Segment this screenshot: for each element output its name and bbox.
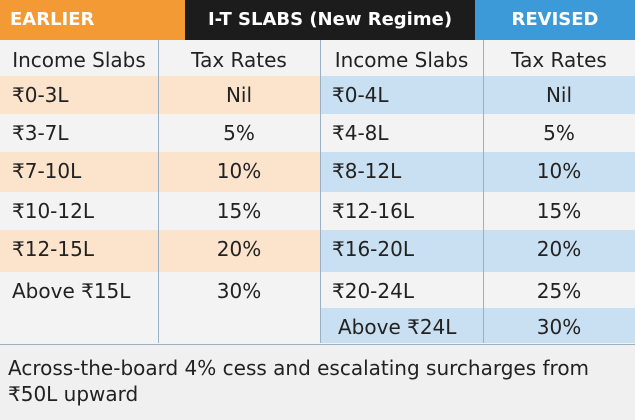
- revised-slab-cell: ₹4-8L: [332, 121, 389, 145]
- title-banner: EARLIER I-T SLABS (New Regime) REVISED: [0, 0, 635, 40]
- column-divider: [158, 40, 159, 343]
- column-divider: [320, 40, 321, 343]
- main-title: I-T SLABS (New Regime): [185, 0, 475, 40]
- revised-slab-cell: ₹12-16L: [332, 199, 414, 223]
- revised-slab-cell: ₹16-20L: [332, 237, 414, 261]
- earlier-rate-cell: Nil: [225, 83, 253, 107]
- earlier-slab-header: Income Slabs: [12, 48, 146, 72]
- revised-row-bg: [320, 192, 635, 230]
- revised-row-bg: [320, 152, 635, 192]
- earlier-slab-cell: ₹3-7L: [12, 121, 69, 145]
- earlier-row-bg: [0, 114, 320, 152]
- revised-slab-cell: ₹0-4L: [332, 83, 389, 107]
- revised-rate-cell: 10%: [536, 159, 582, 183]
- revised-rate-header: Tax Rates: [511, 48, 607, 72]
- revised-rate-cell: 15%: [536, 199, 582, 223]
- revised-row-bg: [320, 114, 635, 152]
- earlier-rate-cell: 5%: [223, 121, 255, 145]
- revised-slab-header: Income Slabs: [334, 48, 469, 72]
- revised-rate-cell: Nil: [545, 83, 573, 107]
- earlier-rate-cell: 30%: [216, 279, 262, 303]
- revised-slab-cell: Above ₹24L: [338, 315, 457, 339]
- earlier-slab-cell: ₹7-10L: [12, 159, 82, 183]
- earlier-row-bg: [0, 230, 320, 272]
- revised-row-bg: [320, 308, 635, 343]
- revised-row-bg: [320, 272, 635, 308]
- earlier-label: EARLIER: [0, 0, 185, 40]
- revised-label: REVISED: [475, 0, 635, 40]
- revised-slab-cell: ₹8-12L: [332, 159, 402, 183]
- footer: Across-the-board 4% cess and escalating …: [0, 344, 635, 420]
- revised-slab-cell: ₹20-24L: [332, 279, 414, 303]
- earlier-row-bg: [0, 192, 320, 230]
- earlier-row-bg: [0, 152, 320, 192]
- earlier-rate-cell: 20%: [216, 237, 262, 261]
- footer-note: Across-the-board 4% cess and escalating …: [8, 356, 590, 406]
- earlier-row-bg: [0, 272, 320, 343]
- earlier-rate-header: Tax Rates: [191, 48, 287, 72]
- revised-rate-cell: 5%: [543, 121, 575, 145]
- earlier-slab-cell: ₹12-15L: [12, 237, 94, 261]
- earlier-rate-cell: 15%: [216, 199, 262, 223]
- earlier-slab-cell: ₹0-3L: [12, 83, 69, 107]
- revised-row-bg: [320, 76, 635, 114]
- earlier-slab-cell: ₹10-12L: [12, 199, 94, 223]
- earlier-slab-cell: Above ₹15L: [12, 279, 131, 303]
- earlier-row-bg: [0, 76, 320, 114]
- revised-rate-cell: 25%: [536, 279, 582, 303]
- revised-rate-cell: 30%: [536, 315, 582, 339]
- earlier-rate-cell: 10%: [216, 159, 262, 183]
- revised-rate-cell: 20%: [536, 237, 582, 261]
- column-divider: [483, 40, 484, 343]
- header-row-bg: [0, 40, 635, 76]
- revised-row-bg: [320, 230, 635, 272]
